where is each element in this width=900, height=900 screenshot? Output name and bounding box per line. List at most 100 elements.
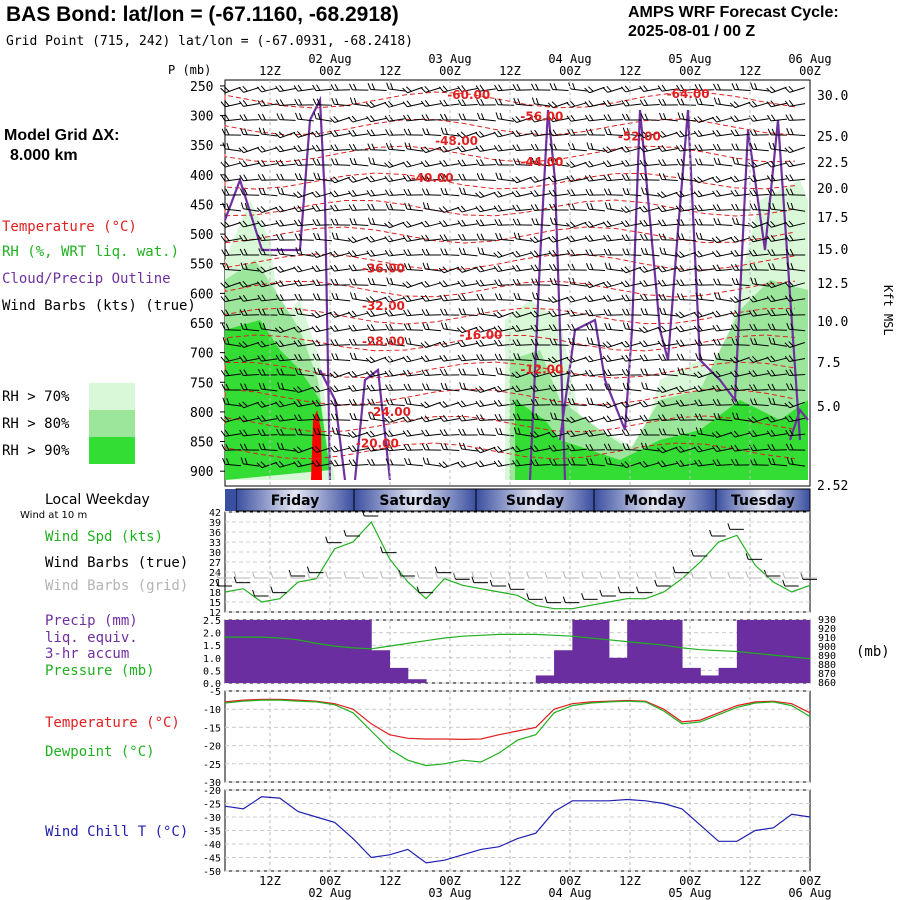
- wind-barb-shaft: [752, 389, 769, 391]
- wind-barb-feather: [784, 87, 790, 93]
- wind-barb-shaft: [625, 298, 642, 302]
- wind-barb: [513, 97, 533, 107]
- wind-barb-feather: [369, 356, 376, 362]
- wind-barb-feather: [713, 278, 717, 285]
- wind-barb-feather: [763, 569, 767, 577]
- wind-barb-feather: [258, 443, 262, 450]
- wind-barb-shaft: [607, 222, 624, 228]
- wind-barb-feather: [353, 292, 357, 300]
- wind-barb: [766, 220, 787, 228]
- wind-barb-feather: [367, 143, 372, 150]
- wind-barb-feather: [620, 207, 627, 213]
- pressure-line: [225, 633, 811, 660]
- wind-barb-shaft: [461, 374, 478, 376]
- wind-barb: [367, 338, 387, 346]
- wind-barb-feather: [460, 460, 467, 467]
- wind-barb-feather: [424, 401, 430, 407]
- wind-barb-shaft: [479, 313, 496, 317]
- wind-barb-shaft: [516, 463, 533, 467]
- wind-barb-feather: [676, 413, 681, 421]
- wind-barb-feather: [695, 158, 699, 165]
- wind-barb-feather: [224, 281, 230, 287]
- wind-barb-shaft: [789, 389, 806, 391]
- wind-barb: [348, 338, 369, 346]
- wind-barb-shaft: [461, 299, 478, 301]
- wind-panel-ytick-label: 33: [209, 538, 221, 549]
- surface-wind-barb: [709, 529, 726, 537]
- grid-barb-feather: [763, 571, 767, 579]
- wind-barb-feather: [679, 399, 685, 406]
- wind-barb-feather: [767, 114, 772, 122]
- wind-barb: [657, 130, 678, 138]
- wind-barb-shaft: [661, 327, 678, 333]
- wind-barb-feather: [512, 413, 517, 420]
- wind-barb: [348, 204, 369, 211]
- wind-barb: [784, 146, 805, 154]
- wind-barb: [366, 129, 387, 137]
- wind-barb: [458, 233, 478, 241]
- precip-panel-ytick-label: 2.5: [203, 616, 221, 627]
- wind-barb: [531, 412, 551, 422]
- wind-barb: [220, 174, 241, 182]
- wind-barb-feather: [277, 382, 281, 389]
- wind-barb-feather: [548, 129, 554, 136]
- wind-barb-feather: [698, 264, 703, 271]
- wind-barb-feather: [276, 308, 281, 315]
- weekday-label: Sunday: [506, 493, 564, 509]
- wind-barb-shaft: [679, 299, 697, 301]
- wind-barb-shaft: [225, 281, 241, 289]
- wind-barb-feather: [422, 457, 426, 465]
- wind-barb-shaft: [589, 102, 605, 108]
- wind-barb: [439, 368, 460, 376]
- wind-barb-feather: [275, 85, 281, 92]
- wind-barb-feather: [347, 311, 354, 318]
- wind-barb-shaft: [680, 311, 696, 319]
- wind-barb-feather: [643, 99, 649, 106]
- wind-barb-feather: [735, 338, 740, 345]
- wind-barb: [695, 427, 715, 437]
- wind-barb-feather: [256, 267, 263, 274]
- wind-barb-feather: [493, 460, 499, 467]
- wind-barb-shaft: [752, 237, 769, 243]
- wind-barb-shaft: [607, 178, 624, 182]
- wind-barb-feather: [462, 113, 467, 120]
- wind-barb-feather: [353, 83, 357, 91]
- wind-barb-feather: [584, 235, 590, 242]
- wind-barb-feather: [547, 297, 554, 303]
- wind-barb-feather: [475, 447, 481, 454]
- wind-barb-feather: [516, 413, 521, 421]
- surface-wind-barb: [617, 586, 635, 594]
- wind-barb: [476, 428, 496, 436]
- precip-bar: [645, 620, 665, 683]
- wind-barb-feather: [239, 443, 244, 451]
- wind-barb: [475, 191, 496, 199]
- wind-barb-feather: [750, 82, 754, 90]
- wind-barb-feather: [479, 279, 485, 286]
- precip-bar: [535, 675, 555, 683]
- wind-barb-feather: [784, 295, 790, 302]
- wind-barb-shaft: [406, 449, 424, 451]
- wind-barb-feather: [311, 265, 317, 272]
- bottom-hour-tick-label: 12Z: [739, 874, 761, 888]
- wind-barb-feather: [372, 412, 376, 420]
- wind-barb-feather: [789, 443, 794, 451]
- wind-barb: [456, 131, 478, 139]
- wind-barb-feather: [659, 307, 663, 315]
- wind-barb-feather: [712, 338, 717, 346]
- wind-barb-feather: [511, 446, 517, 453]
- wind-barb-feather: [425, 174, 430, 181]
- wind-barb: [404, 457, 424, 467]
- wind-barb-feather: [481, 247, 485, 255]
- wind-barb-feather: [334, 204, 339, 211]
- wind-barb-feather: [715, 175, 721, 182]
- wind-barb-feather: [768, 397, 772, 405]
- wind-barb: [420, 160, 442, 168]
- wind-barb-shaft: [516, 312, 532, 318]
- wind-barb-feather: [643, 85, 649, 92]
- wind-barb-shaft: [516, 447, 533, 453]
- wind-barb-feather: [659, 247, 663, 254]
- wind-barb-feather: [693, 251, 699, 258]
- wind-barb-feather: [293, 219, 299, 226]
- cloud-outline: [223, 95, 332, 481]
